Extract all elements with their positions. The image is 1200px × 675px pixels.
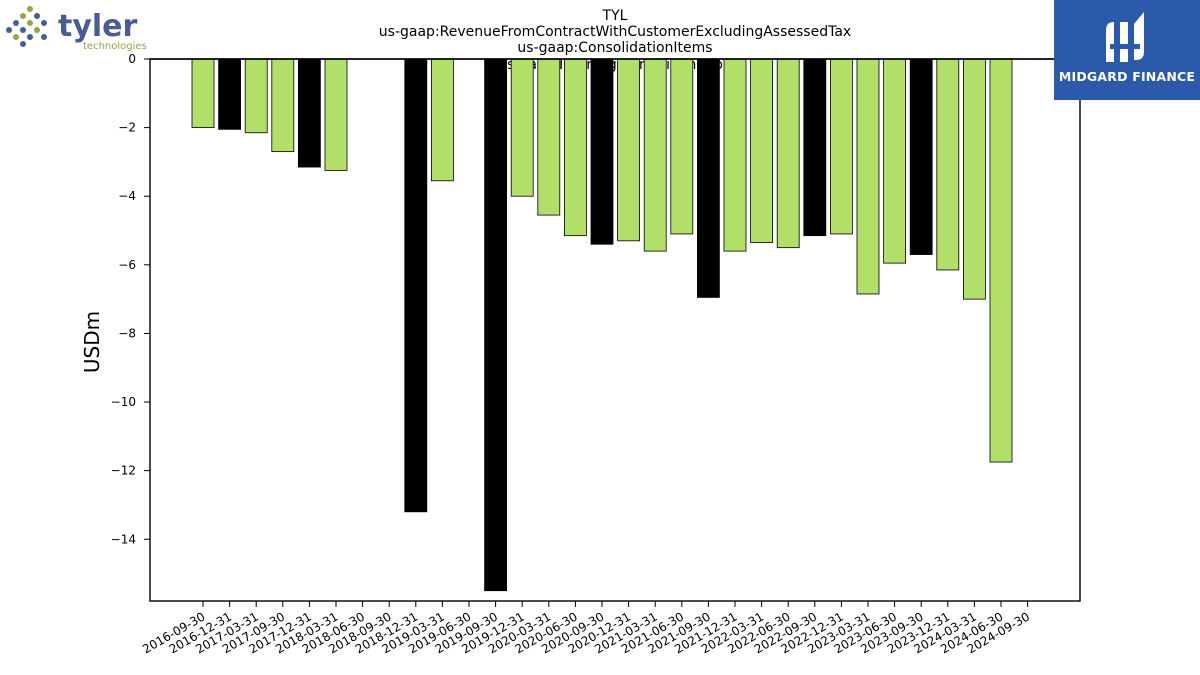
bar	[989, 58, 1013, 463]
midgard-finance-logo: MIDGARD FINANCE	[1054, 0, 1200, 100]
bar	[271, 58, 295, 153]
y-tick-label: −2	[118, 121, 136, 135]
bar	[776, 58, 800, 249]
chart-title-line: us-gaap:ConsolidationItems	[517, 40, 712, 56]
bar	[590, 58, 614, 245]
bar	[936, 58, 960, 271]
tyler-logo-sub: technologies	[83, 41, 147, 52]
bar	[830, 58, 853, 235]
y-axis-label: USDm	[80, 311, 104, 373]
bar	[909, 58, 933, 255]
bar	[697, 58, 720, 298]
bar	[191, 58, 215, 129]
bar	[404, 58, 428, 513]
bar	[564, 58, 587, 237]
bar	[883, 58, 906, 264]
y-tick-label: 0	[128, 52, 136, 66]
y-tick-label: −8	[118, 326, 136, 340]
bar	[297, 58, 321, 168]
bar	[803, 58, 827, 237]
y-tick-label: −4	[118, 189, 136, 203]
bar	[670, 58, 694, 235]
chart-title-line: us-gaap:RevenueFromContractWithCustomerE…	[379, 24, 851, 40]
midgard-logo-text: MIDGARD FINANCE	[1058, 69, 1196, 84]
tyler-logo: tyler technologies	[6, 6, 147, 52]
bar	[510, 58, 534, 197]
bar	[244, 58, 268, 134]
chart-title-line: TYL	[602, 8, 628, 24]
bar-series	[191, 58, 1013, 592]
bar	[537, 58, 561, 216]
midgard-emblem-icon	[1106, 12, 1144, 62]
y-tick-label: −12	[111, 464, 136, 478]
bar	[750, 58, 773, 243]
plot-frame	[149, 58, 1081, 602]
y-axis-ticks: 0 −2 −4 −6 −8 −10 −12 −14	[111, 52, 150, 546]
y-tick-label: −14	[111, 532, 136, 546]
x-axis-ticks: 2016-09-302016-12-312017-03-312017-09-30…	[140, 601, 1032, 656]
bar	[617, 58, 640, 242]
y-tick-label: −10	[111, 395, 136, 409]
bar	[484, 58, 508, 592]
tyler-logo-name: tyler	[58, 9, 138, 44]
bar	[963, 58, 986, 300]
bar	[218, 58, 242, 130]
bar	[324, 58, 348, 171]
bar	[430, 58, 454, 182]
bar	[856, 58, 880, 295]
bar	[643, 58, 667, 252]
y-tick-label: −6	[118, 258, 136, 272]
tyler-dots-icon	[6, 6, 47, 47]
bar	[723, 58, 747, 252]
